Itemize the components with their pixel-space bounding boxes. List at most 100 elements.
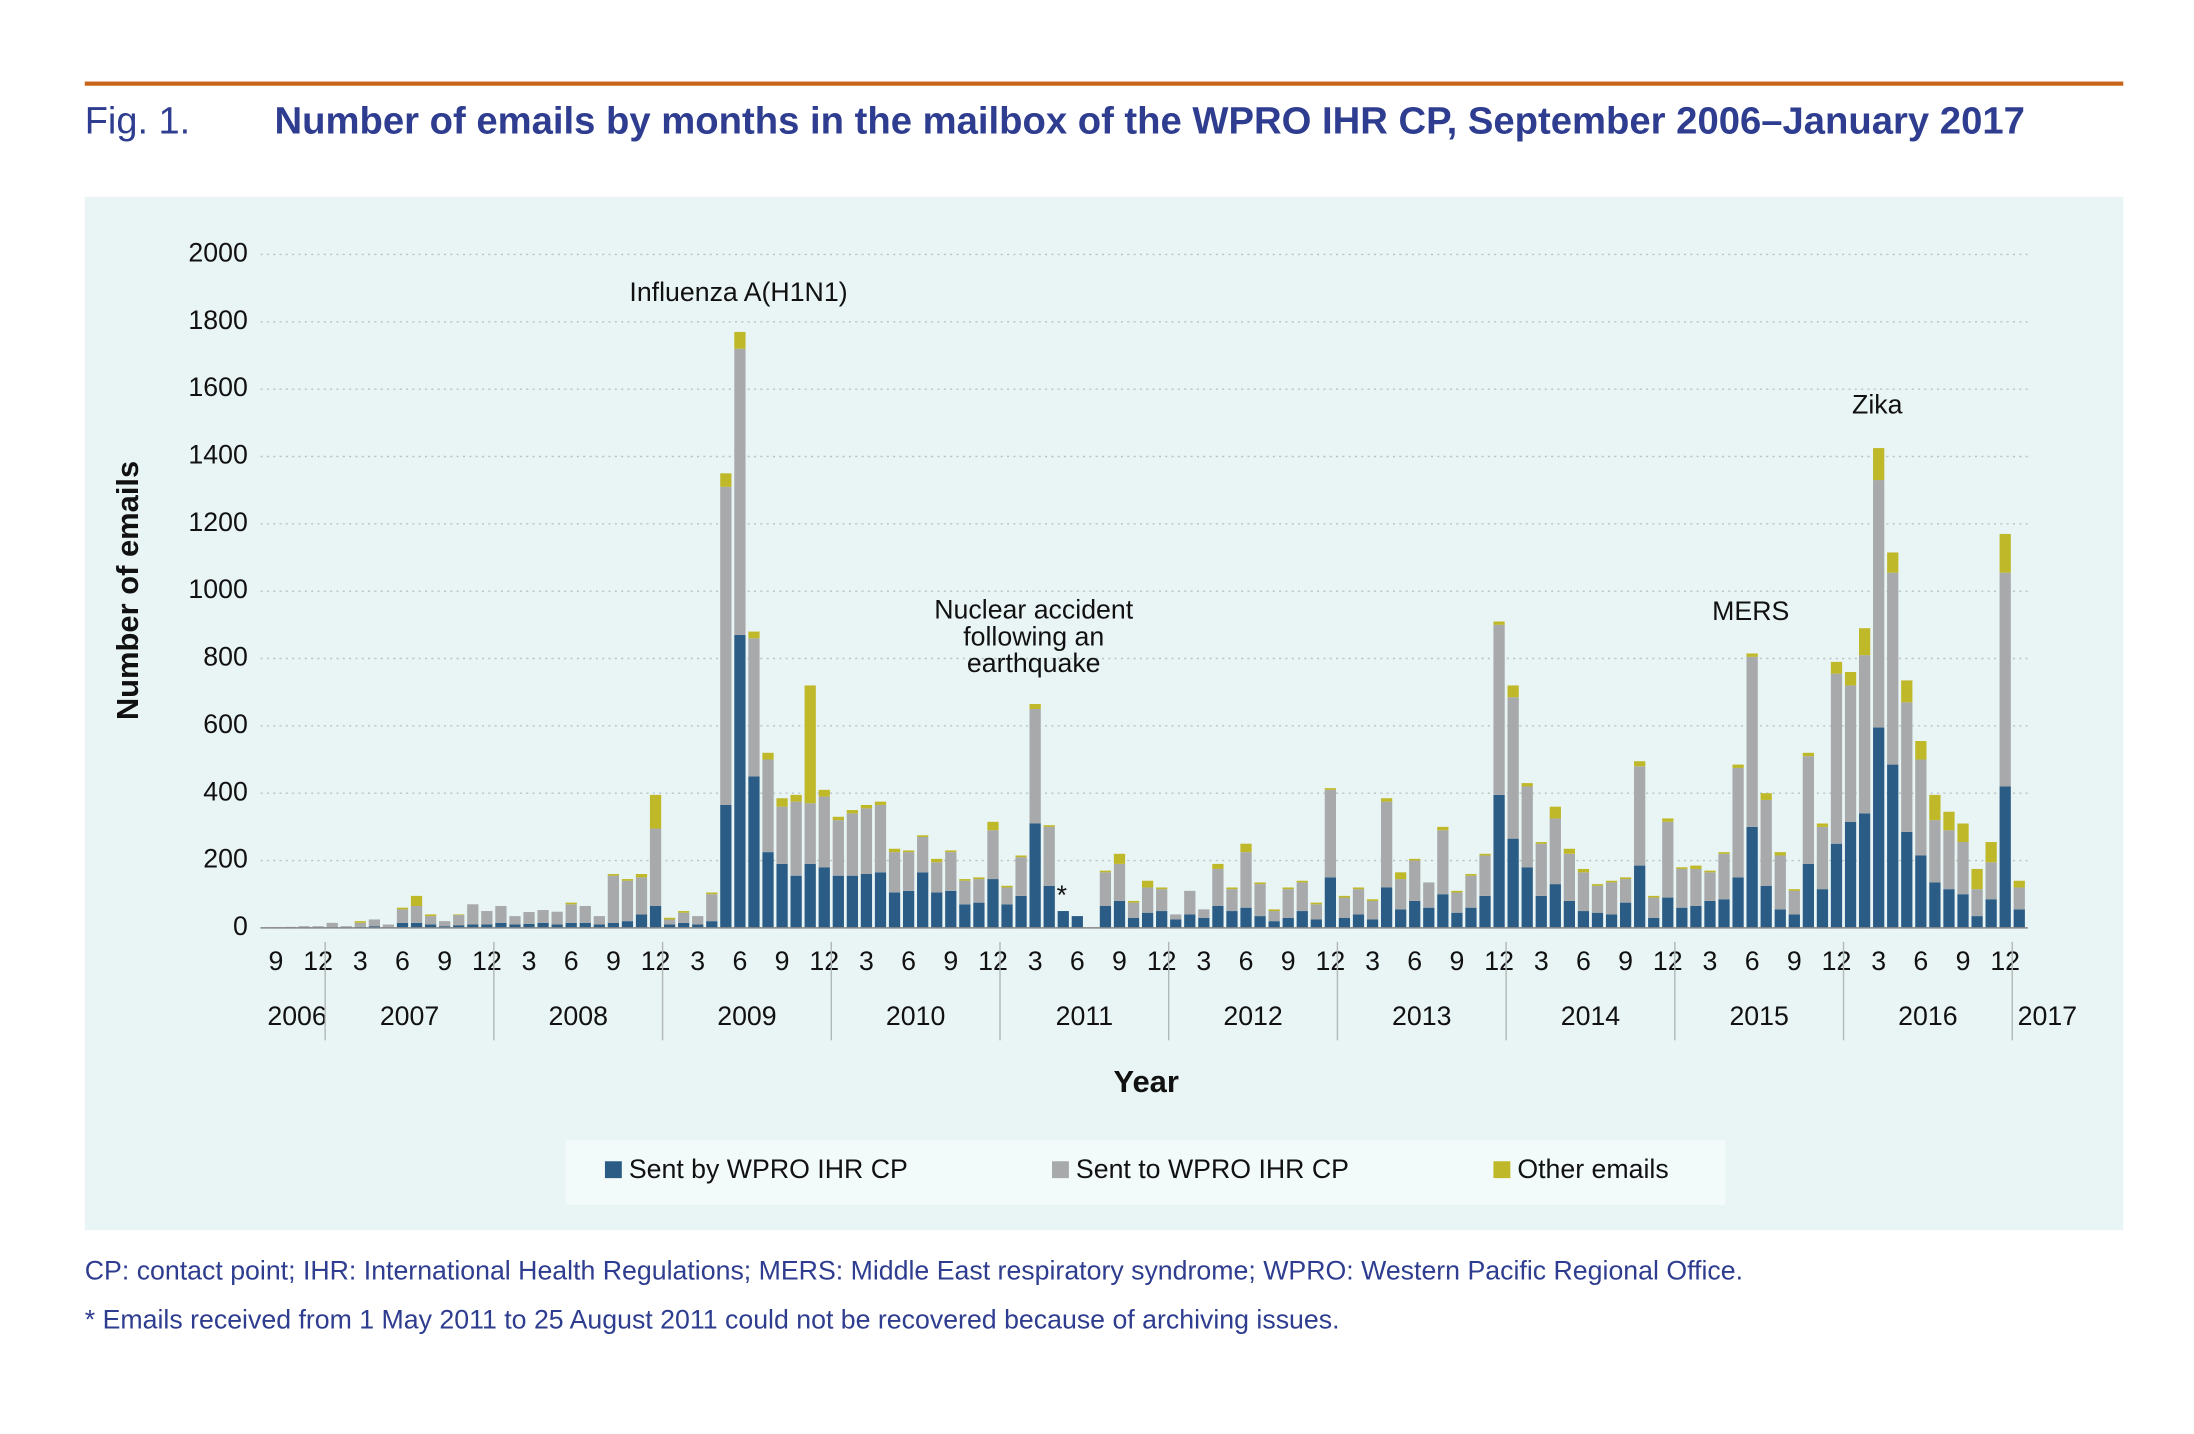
bar-segment xyxy=(846,875,858,928)
bar-segment xyxy=(1395,909,1407,928)
bar-segment xyxy=(1015,857,1027,896)
bar-segment xyxy=(1732,764,1744,768)
bar-segment xyxy=(1774,909,1786,928)
bar-segment xyxy=(1901,831,1913,928)
y-tick-label: 1200 xyxy=(188,507,247,537)
bar-segment xyxy=(565,922,577,928)
y-tick-label: 1800 xyxy=(188,305,247,335)
bar-segment xyxy=(874,872,887,928)
bar-segment xyxy=(1113,853,1126,864)
bar-segment xyxy=(860,874,873,928)
bar-segment xyxy=(1296,880,1308,883)
bar-segment xyxy=(439,926,451,928)
bar-segment xyxy=(1718,852,1730,854)
bar-segment xyxy=(593,916,605,925)
bar-segment xyxy=(326,922,338,928)
bar-segment xyxy=(1774,855,1786,910)
bar-segment xyxy=(1170,919,1182,928)
x-tick-label: 9 xyxy=(1449,946,1464,976)
bar-segment xyxy=(1268,909,1280,912)
x-tick-label: 6 xyxy=(732,946,747,976)
bar-segment xyxy=(1563,900,1575,928)
x-tick-label: 3 xyxy=(1534,946,1549,976)
bar-segment xyxy=(2013,909,2025,928)
bar-segment xyxy=(1043,826,1055,886)
bar-segment xyxy=(1226,889,1238,912)
bar-segment xyxy=(1788,914,1800,928)
legend-label: Sent by WPRO IHR CP xyxy=(629,1154,908,1184)
bar-segment xyxy=(1380,798,1393,802)
bar-segment xyxy=(1549,818,1561,885)
annotation: Zika xyxy=(1852,389,1903,419)
bar-segment xyxy=(453,915,465,926)
bar-segment xyxy=(1732,767,1744,878)
bar-segment xyxy=(1451,890,1463,893)
bar-segment xyxy=(1929,794,1941,821)
bar-segment xyxy=(888,852,901,893)
bar-segment xyxy=(1310,902,1322,905)
bar-segment xyxy=(1887,572,1899,765)
x-tick-label: 12 xyxy=(1653,946,1683,976)
bar-segment xyxy=(987,821,999,831)
year-label: 2014 xyxy=(1561,1001,1621,1031)
x-tick-label: 6 xyxy=(901,946,916,976)
bar-segment xyxy=(888,892,901,928)
bar-segment xyxy=(1718,899,1730,928)
bar-segment xyxy=(1127,902,1140,918)
bar-segment xyxy=(1324,789,1336,878)
bar-segment xyxy=(917,872,929,928)
x-tick-label: 3 xyxy=(1703,946,1718,976)
bar-segment xyxy=(1015,855,1027,858)
bar-segment xyxy=(1634,865,1646,928)
bar-segment xyxy=(945,850,957,853)
bar-segment xyxy=(902,852,915,891)
bar-segment xyxy=(1479,855,1491,896)
bar-segment xyxy=(1816,823,1829,827)
bar-segment xyxy=(1619,879,1632,903)
bar-segment xyxy=(1380,887,1393,928)
bar-segment xyxy=(1704,872,1716,901)
bar-segment xyxy=(523,923,535,928)
x-tick-label: 3 xyxy=(522,946,537,976)
bar-segment xyxy=(1254,916,1266,928)
bar-segment xyxy=(340,926,352,928)
bar-segment xyxy=(1521,867,1533,928)
bar-segment xyxy=(396,909,409,923)
bar-segment xyxy=(312,926,324,928)
bar-segment xyxy=(1057,911,1069,928)
bar-segment xyxy=(678,911,690,913)
bar-segment xyxy=(1127,917,1140,928)
x-tick-label: 12 xyxy=(1147,946,1177,976)
x-tick-label: 12 xyxy=(978,946,1008,976)
bar-segment xyxy=(1352,889,1365,915)
bar-segment xyxy=(1549,884,1561,928)
bar-segment xyxy=(1873,480,1885,728)
year-label: 2012 xyxy=(1223,1001,1282,1031)
bar-segment xyxy=(1395,879,1407,910)
bar-segment xyxy=(1999,572,2011,787)
bar-segment xyxy=(1887,764,1899,928)
bar-segment xyxy=(1887,552,1899,573)
x-tick-label: 3 xyxy=(859,946,874,976)
bar-segment xyxy=(1212,868,1224,906)
bar-segment xyxy=(706,921,718,928)
bar-segment xyxy=(1690,865,1702,869)
bar-segment xyxy=(832,875,844,928)
bar-segment xyxy=(439,921,451,927)
bar-segment xyxy=(1873,448,1885,481)
bar-segment xyxy=(1141,887,1154,913)
bar-segment xyxy=(1535,842,1547,844)
bar-segment xyxy=(1943,889,1955,928)
bar-segment xyxy=(1802,756,1814,864)
bar-segment xyxy=(1212,905,1224,928)
bar-segment xyxy=(1310,904,1322,920)
bar-segment xyxy=(1676,907,1688,928)
bar-segment xyxy=(1704,870,1716,873)
x-tick-label: 6 xyxy=(1913,946,1928,976)
bar-segment xyxy=(1366,900,1379,920)
bar-segment xyxy=(1605,882,1618,915)
bar-segment xyxy=(1999,786,2011,928)
bar-segment xyxy=(1437,830,1449,895)
x-tick-label: 6 xyxy=(564,946,579,976)
bar-segment xyxy=(396,922,409,928)
